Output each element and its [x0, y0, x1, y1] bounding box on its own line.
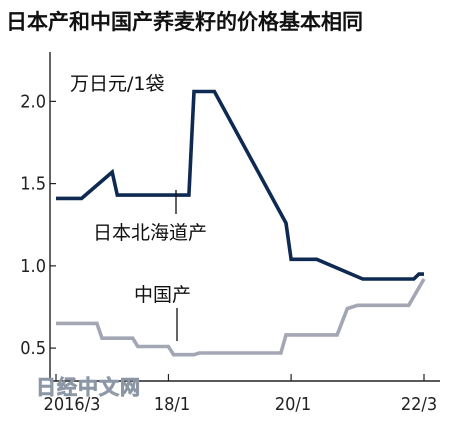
series-group	[56, 89, 426, 357]
unit-label: 万日元/1袋	[70, 73, 165, 95]
y-ticks: 0.5 1.0 1.5 2.0	[20, 91, 56, 359]
x-tick-label: 20/1	[275, 394, 311, 415]
x-tick-label: 2016/3	[44, 394, 101, 415]
x-tick-label: 22/3	[401, 394, 437, 415]
hokkaido-series-label: 日本北海道产	[93, 222, 207, 244]
y-tick-label: 1.0	[20, 256, 46, 277]
y-tick-label: 2.0	[20, 91, 46, 112]
china-series-label: 中国产	[134, 284, 191, 306]
x-tick-label: 18/1	[154, 394, 190, 415]
y-tick-label: 1.5	[20, 174, 46, 195]
hokkaido-series-line	[56, 89, 424, 281]
watermark: 日经中文网	[36, 375, 141, 399]
x-ticks: 2016/3 18/1 20/1 22/3	[44, 374, 437, 415]
china-series-line	[56, 278, 426, 357]
chart-title: 日本产和中国产荞麦籽的价格基本相同	[6, 10, 363, 34]
y-tick-label: 0.5	[20, 338, 46, 359]
